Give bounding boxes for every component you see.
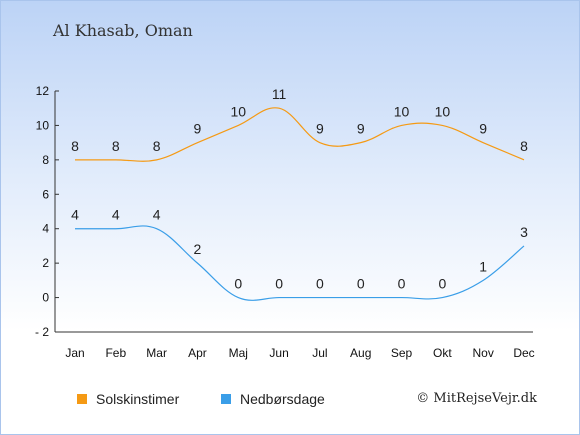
data-label-sunshine: 9 (316, 121, 324, 137)
data-label-sunshine: 9 (479, 121, 487, 137)
data-label-rain-days: 0 (275, 276, 283, 292)
legend-label-sunshine: Solskinstimer (96, 391, 180, 407)
x-tick-label: Mar (146, 346, 167, 360)
data-label-rain-days: 0 (316, 276, 324, 292)
y-tick-label: 6 (42, 187, 49, 201)
data-label-sunshine: 8 (112, 138, 120, 154)
x-tick-label: Aug (350, 346, 371, 360)
y-tick-label: 2 (42, 256, 49, 270)
y-tick-label: 10 (36, 118, 50, 132)
legend-item-sunshine: Solskinstimer (77, 391, 179, 407)
data-label-rain-days: 4 (71, 207, 79, 223)
x-tick-label: Jul (312, 346, 327, 360)
x-tick-label: Okt (433, 346, 452, 360)
data-label-rain-days: 0 (438, 276, 446, 292)
data-label-sunshine: 10 (394, 103, 410, 119)
data-label-rain-days: 2 (194, 241, 202, 257)
x-tick-label: Apr (188, 346, 207, 360)
y-tick-label: 12 (36, 84, 50, 98)
legend-swatch-sunshine (77, 394, 87, 404)
y-tick-label: 4 (42, 222, 49, 236)
data-label-rain-days: 0 (398, 276, 406, 292)
data-label-rain-days: 0 (234, 276, 242, 292)
y-tick-label: - 2 (35, 325, 49, 339)
data-label-sunshine: 10 (230, 103, 246, 119)
data-label-rain-days: 3 (520, 224, 528, 240)
legend-label-rain-days: Nedbørsdage (240, 391, 325, 407)
data-label-sunshine: 8 (153, 138, 161, 154)
copyright-text: © MitRejseVejr.dk (416, 391, 537, 406)
data-label-sunshine: 8 (71, 138, 79, 154)
x-tick-label: Nov (473, 346, 494, 360)
x-tick-label: Feb (105, 346, 126, 360)
data-label-sunshine: 11 (272, 86, 287, 102)
y-tick-label: 8 (42, 153, 49, 167)
data-label-rain-days: 1 (479, 258, 487, 274)
data-label-sunshine: 9 (194, 121, 202, 137)
series-line-sunshine (75, 107, 525, 162)
data-label-rain-days: 4 (153, 207, 161, 223)
y-tick-label: 0 (42, 291, 49, 305)
legend-swatch-rain-days (221, 394, 231, 404)
chart-title: Al Khasab, Oman (53, 21, 193, 40)
x-tick-label: Jun (269, 346, 288, 360)
x-tick-label: Maj (229, 346, 248, 360)
x-tick-label: Jan (65, 346, 84, 360)
data-label-sunshine: 8 (520, 138, 528, 154)
data-label-rain-days: 0 (357, 276, 365, 292)
x-tick-label: Dec (513, 346, 534, 360)
chart-legend: Solskinstimer Nedbørsdage © MitRejseVejr… (77, 391, 537, 411)
legend-item-rain-days: Nedbørsdage (221, 391, 325, 407)
data-label-sunshine: 9 (357, 121, 365, 137)
data-label-sunshine: 10 (435, 103, 451, 119)
x-tick-label: Sep (391, 346, 413, 360)
data-label-rain-days: 4 (112, 207, 120, 223)
series-line-rain-days (75, 225, 525, 301)
